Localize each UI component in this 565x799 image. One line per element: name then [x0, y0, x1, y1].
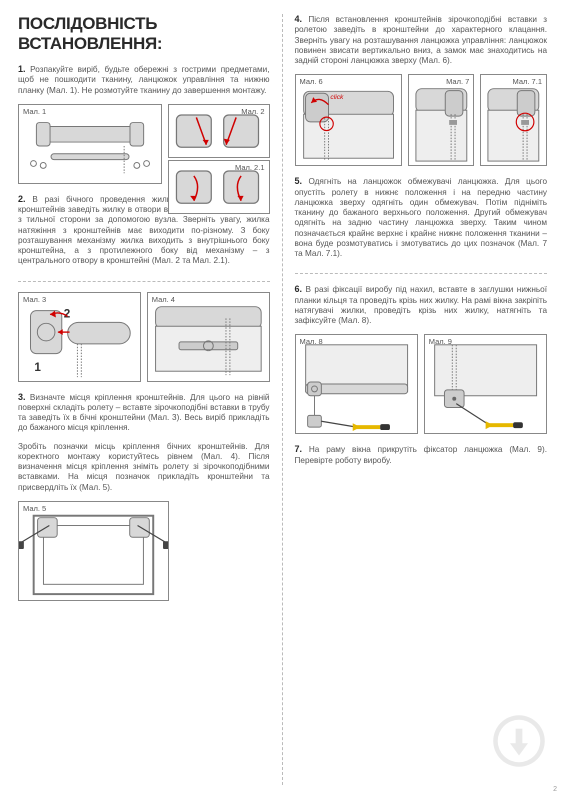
fig-1-svg [19, 105, 161, 183]
step-4-text: Після встановлення кронштейнів зірочкопо… [295, 15, 548, 65]
svg-text:1: 1 [34, 361, 41, 374]
fig-row-6-7: Мал. 6 click Мал. 7 [295, 74, 548, 166]
fig-4: Мал. 4 [147, 292, 270, 382]
page-title: ПОСЛІДОВНІСТЬ ВСТАНОВЛЕННЯ: [18, 14, 270, 54]
fig-21-label: Мал. 2.1 [235, 163, 264, 172]
divider-right-1 [295, 273, 548, 274]
page-number: 2 [553, 786, 557, 793]
fig-6: Мал. 6 click [295, 74, 402, 166]
fig-6-label: Мал. 6 [300, 77, 323, 86]
left-column: ПОСЛІДОВНІСТЬ ВСТАНОВЛЕННЯ: 1. Розпакуйт… [18, 14, 283, 785]
step-1: 1. Розпакуйте виріб, будьте обережні з г… [18, 64, 270, 96]
fig-9-label: Мал. 9 [429, 337, 452, 346]
fig-row-5: Мал. 5 [18, 501, 270, 601]
fig-2: Мал. 2 Мал. 2.1 [168, 104, 269, 184]
step-3: 3. Визначте місця кріплення кронштейнів.… [18, 392, 270, 434]
fig-1-label: Мал. 1 [23, 107, 46, 116]
fig-6-svg: click [296, 75, 401, 165]
fig-3: Мал. 3 1 2 [18, 292, 141, 382]
fig-2-label: Мал. 2 [241, 107, 264, 116]
step-5: 5. Одягніть на ланцюжок обмежувачі ланцю… [295, 176, 548, 259]
step-5-num: 5. [295, 176, 303, 186]
fig-row-1-2: Мал. 1 Мал. 2 [18, 104, 270, 184]
divider-left-1 [18, 281, 270, 282]
step-6-num: 6. [295, 284, 303, 294]
fig-7-label: Мал. 7 [446, 77, 469, 86]
fig-7: Мал. 7 [408, 74, 475, 166]
fig-4-svg [148, 293, 269, 381]
fig-71: Мал. 7.1 [480, 74, 547, 166]
fig-row-3-4: Мал. 3 1 2 Мал. 4 [18, 292, 270, 382]
fig-7-svg [409, 75, 474, 165]
step-7: 7. На раму вікна прикрутіть фіксатор лан… [295, 444, 548, 466]
step-7-num: 7. [295, 444, 303, 454]
fig-1: Мал. 1 [18, 104, 162, 184]
fig-4-label: Мал. 4 [152, 295, 175, 304]
step-5-text: Одягніть на ланцюжок обмежувачі ланцюжка… [295, 177, 548, 258]
fig-row-8-9: Мал. 8 [295, 334, 548, 434]
fig-5-label: Мал. 5 [23, 504, 46, 513]
step-3b-text: Зробіть позначки місць кріплення бічних … [18, 442, 270, 492]
step-3-num: 3. [18, 392, 26, 402]
fig-8-label: Мал. 8 [300, 337, 323, 346]
fig-8-svg [296, 335, 417, 433]
fig-71-svg [481, 75, 546, 165]
fig-5-spacer [175, 501, 270, 601]
step-1-num: 1. [18, 64, 26, 74]
fig-5-svg [19, 502, 168, 600]
step-6: 6. В разі фіксації виробу під нахил, вст… [295, 284, 548, 326]
step-3b: Зробіть позначки місць кріплення бічних … [18, 442, 270, 493]
fig-3-svg: 1 2 [19, 293, 140, 381]
fig-3-label: Мал. 3 [23, 295, 46, 304]
step-3-text: Визначте місця кріплення кронштейнів. Дл… [18, 393, 270, 433]
step-6-text: В разі фіксації виробу під нахил, вставт… [295, 285, 548, 325]
step-4: 4. Після встановлення кронштейнів зірочк… [295, 14, 548, 66]
step-7-text: На раму вікна прикрутіть фіксатор ланцюж… [295, 445, 548, 464]
fig-8: Мал. 8 [295, 334, 418, 434]
fig-9-svg [425, 335, 546, 433]
watermark-icon [491, 713, 547, 769]
fig-71-label: Мал. 7.1 [513, 77, 542, 86]
fig-9: Мал. 9 [424, 334, 547, 434]
fig-5: Мал. 5 [18, 501, 169, 601]
step-2-num: 2. [18, 194, 26, 204]
page: ПОСЛІДОВНІСТЬ ВСТАНОВЛЕННЯ: 1. Розпакуйт… [0, 0, 565, 799]
step-4-num: 4. [295, 14, 303, 24]
step-1-text: Розпакуйте виріб, будьте обережні з гост… [18, 65, 270, 95]
right-column: 4. Після встановлення кронштейнів зірочк… [283, 14, 548, 785]
click-text: click [330, 94, 344, 101]
